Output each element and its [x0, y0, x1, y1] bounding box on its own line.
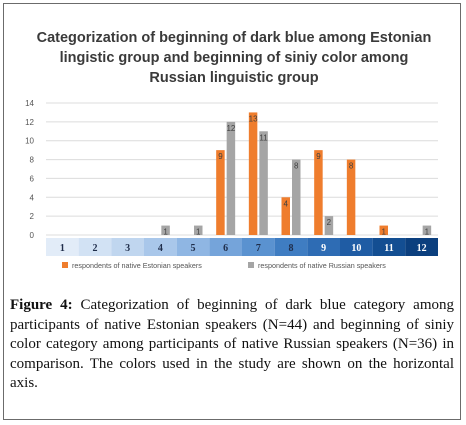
bar — [194, 225, 203, 235]
data-label: 11 — [259, 133, 268, 142]
data-label: 9 — [316, 152, 321, 161]
bar — [422, 225, 432, 235]
data-label: 1 — [196, 228, 201, 237]
bar — [259, 131, 268, 235]
x-tick-label: 11 — [384, 243, 393, 254]
axis-color-swatch — [405, 238, 438, 256]
axis-color-swatch — [209, 238, 242, 256]
y-tick-label: 6 — [30, 174, 35, 183]
axis-color-swatch — [372, 238, 406, 256]
chart-title: Categorization of beginning of dark blue… — [36, 30, 432, 86]
x-tick-label: 5 — [191, 243, 196, 254]
data-label: 4 — [284, 199, 289, 208]
axis-color-swatch — [78, 238, 112, 256]
y-tick-label: 8 — [30, 156, 35, 165]
y-tick-label: 14 — [25, 99, 34, 108]
x-tick-label: 1 — [60, 243, 65, 254]
bar — [281, 197, 290, 235]
caption-label: Figure 4: — [10, 297, 73, 313]
axis-color-swatch — [307, 238, 340, 256]
x-tick-label: 6 — [223, 243, 228, 254]
bar — [314, 150, 323, 235]
bar — [248, 112, 258, 235]
x-tick-label: 7 — [256, 243, 261, 254]
data-label: 13 — [249, 114, 258, 123]
data-label: 1 — [425, 228, 430, 237]
y-tick-label: 0 — [30, 231, 35, 240]
axis-color-swatch — [111, 238, 144, 256]
x-tick-label: 9 — [321, 243, 326, 254]
axis-color-swatch — [144, 238, 177, 256]
data-label: 8 — [349, 162, 354, 171]
bar — [379, 225, 388, 235]
bar — [324, 216, 334, 235]
figure-caption: Figure 4: Categorization of beginning of… — [10, 296, 454, 394]
y-tick-label: 4 — [30, 193, 35, 202]
data-label: 8 — [294, 162, 299, 171]
legend-swatch-estonian — [62, 262, 68, 268]
figure-frame: Categorization of beginning of dark blue… — [3, 3, 461, 420]
data-label: 12 — [226, 124, 235, 133]
data-label: 1 — [163, 228, 168, 237]
axis-color-swatch — [242, 238, 275, 256]
x-tick-label: 2 — [93, 243, 98, 254]
y-tick-label: 12 — [25, 118, 34, 127]
data-label: 2 — [327, 218, 332, 227]
x-tick-label: 12 — [417, 243, 427, 254]
data-label: 1 — [382, 228, 387, 237]
bar — [292, 159, 301, 235]
axis-color-swatch — [176, 238, 210, 256]
x-tick-label: 4 — [158, 243, 163, 254]
legend-label-russian: respondents of native Russian speakers — [258, 261, 386, 270]
bar — [216, 150, 225, 235]
axis-color-swatch — [46, 238, 79, 256]
x-tick-label: 8 — [289, 243, 294, 254]
axis-color-swatch — [340, 238, 373, 256]
caption-text: Categorization of beginning of dark blue… — [10, 297, 454, 391]
y-tick-label: 2 — [30, 212, 35, 221]
bar — [346, 159, 356, 235]
y-tick-label: 10 — [25, 137, 34, 146]
axis-color-swatch — [274, 238, 308, 256]
bar — [226, 121, 236, 235]
bar — [161, 225, 170, 235]
x-tick-label: 10 — [351, 243, 361, 254]
x-tick-label: 3 — [125, 243, 130, 254]
data-label: 9 — [218, 152, 223, 161]
legend-label-estonian: respondents of native Estonian speakers — [72, 261, 202, 270]
legend-swatch-russian — [248, 262, 254, 268]
